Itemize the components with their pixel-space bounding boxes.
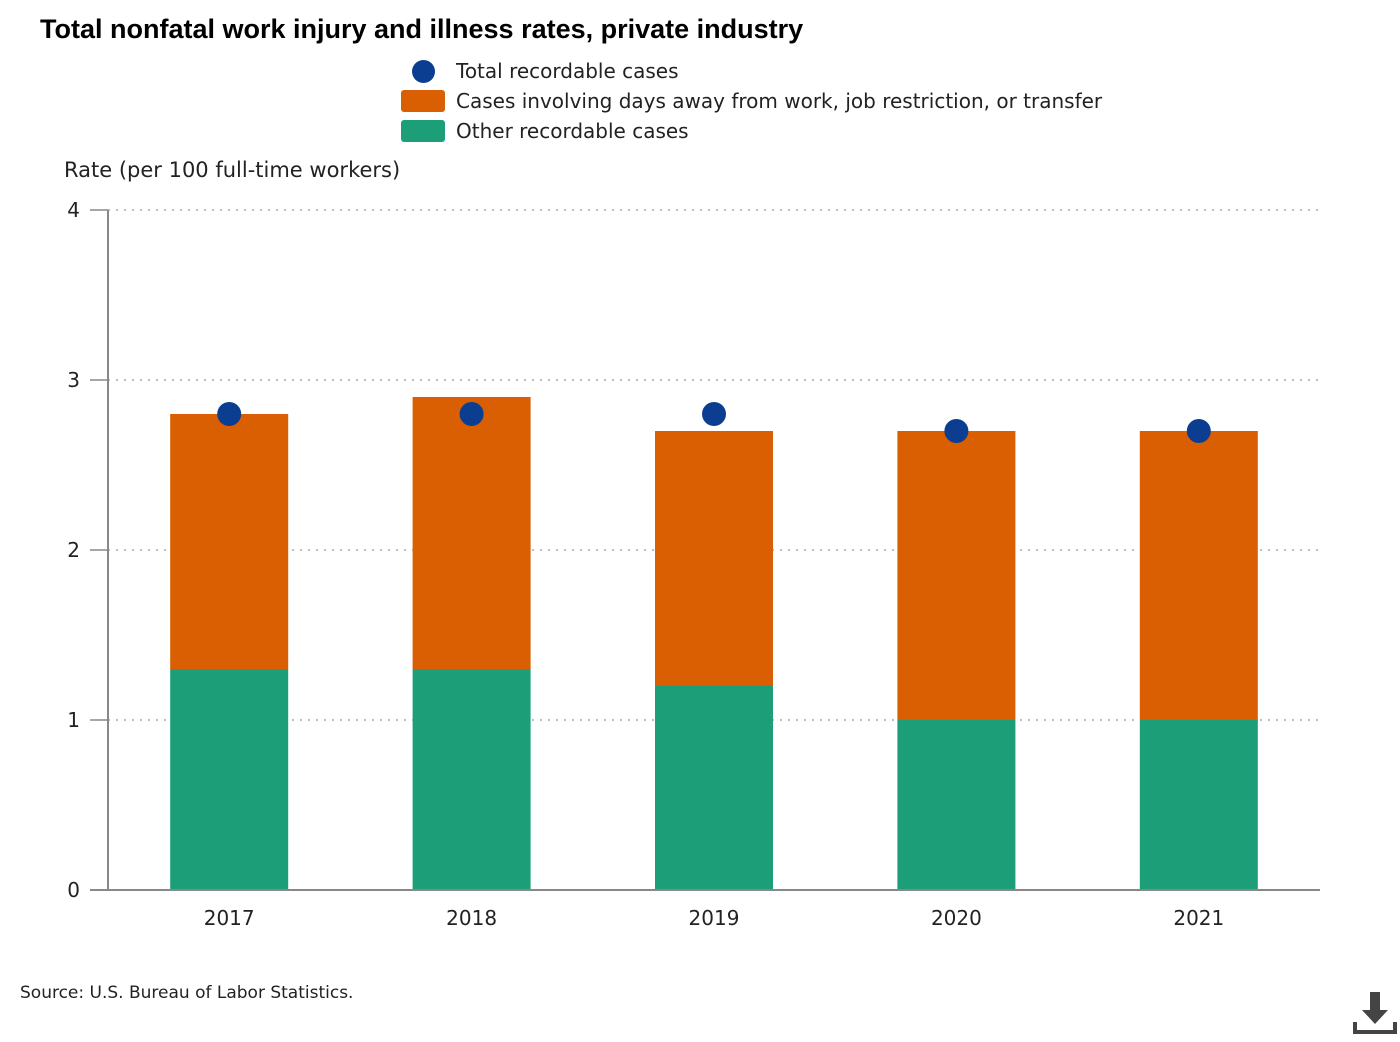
chart-title: Total nonfatal work injury and illness r… [40, 14, 804, 44]
bar-segment [412, 669, 531, 890]
y-tick-label: 0 [67, 878, 80, 902]
legend-item: Cases involving days away from work, job… [400, 86, 1102, 116]
x-tick-label: 2018 [446, 906, 497, 930]
x-tick-label: 2019 [689, 906, 740, 930]
download-icon [1353, 992, 1397, 1034]
data-point [702, 402, 726, 426]
y-tick-label: 3 [67, 368, 80, 392]
legend-label: Cases involving days away from work, job… [456, 89, 1103, 113]
legend-item: Other recordable cases [400, 116, 1102, 146]
download-button[interactable] [1350, 988, 1398, 1038]
y-tick-label: 2 [67, 538, 80, 562]
x-tick-label: 2017 [204, 906, 255, 930]
x-tick-label: 2020 [931, 906, 982, 930]
x-tick-label: 2021 [1173, 906, 1224, 930]
data-point [217, 402, 242, 426]
legend-swatch [401, 120, 445, 142]
source-note: Source: U.S. Bureau of Labor Statistics. [20, 983, 354, 1003]
data-point [459, 402, 484, 426]
data-point [1186, 419, 1211, 443]
bar-segment [655, 686, 773, 890]
y-tick-label: 1 [67, 708, 80, 732]
data-point [944, 419, 969, 443]
legend: Total recordable cases Cases involving da… [400, 56, 1102, 146]
bar-segment [897, 720, 1016, 890]
bar-segment [897, 431, 1016, 720]
legend-item: Total recordable cases [400, 56, 1102, 86]
bar-segment [170, 669, 289, 890]
bar-segment [1139, 720, 1258, 890]
y-axis-title: Rate (per 100 full-time workers) [64, 158, 401, 182]
legend-dot [411, 59, 435, 83]
legend-swatch [401, 90, 445, 112]
y-tick-label: 4 [67, 198, 80, 222]
bar-segment [412, 397, 531, 669]
bar-segment [1139, 431, 1258, 720]
bar-segment [655, 431, 773, 686]
legend-label: Other recordable cases [456, 119, 689, 143]
bar-segment [170, 414, 289, 669]
chart-plot: 0 1 2 3 4 2017 2018 2019 2020 2021 [67, 198, 1320, 930]
legend-label: Total recordable cases [456, 59, 679, 83]
